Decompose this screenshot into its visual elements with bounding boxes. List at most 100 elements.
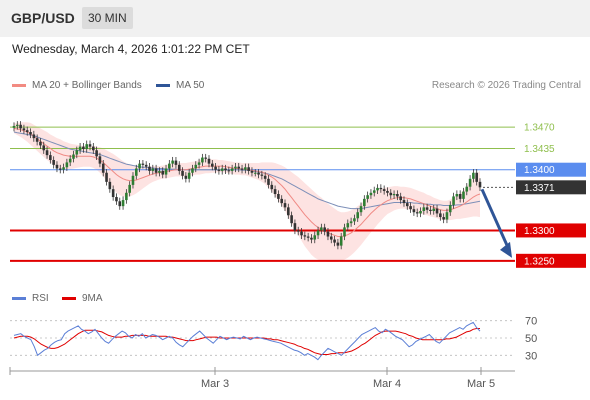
candle-body-5 [29, 132, 32, 135]
x-tick-label-1: Mar 4 [373, 378, 401, 390]
candle-body-113 [386, 190, 389, 193]
candle-body-6 [32, 134, 36, 139]
candle-body-23 [88, 144, 92, 147]
level-label-5: 1.3250 [524, 256, 555, 267]
candle-body-80 [277, 194, 280, 199]
candle-body-139 [472, 172, 475, 179]
candle-body-131 [445, 212, 449, 220]
candle-body-78 [270, 184, 274, 190]
candle-body-106 [363, 198, 366, 207]
level-label-0: 1.3470 [524, 123, 555, 134]
candle-body-59 [207, 158, 211, 164]
legend-ma20-swatch [12, 84, 26, 87]
level-label-bg-4 [516, 223, 586, 238]
candle-body-27 [101, 163, 105, 173]
candle-body-102 [349, 221, 353, 224]
level-label-4: 1.3300 [524, 226, 555, 237]
candle-body-130 [442, 217, 445, 220]
candle-body-19 [75, 150, 79, 155]
bollinger-band [14, 122, 480, 262]
candle-body-88 [303, 235, 307, 237]
candle-body-105 [359, 206, 363, 213]
candle-body-111 [379, 187, 383, 190]
candle-body-76 [263, 175, 267, 179]
rsi-line [13, 321, 481, 361]
legend-9ma: 9MA [62, 293, 103, 304]
candle-body-32 [118, 201, 122, 207]
candle-body-69 [240, 168, 244, 170]
candle-body-79 [273, 189, 277, 194]
candle-body-136 [462, 191, 465, 199]
candle-body-35 [128, 184, 131, 193]
legend-ma20-label: MA 20 + Bollinger Bands [32, 80, 142, 91]
candle-body-96 [329, 236, 333, 240]
level-label-2: 1.3400 [524, 165, 555, 176]
level-label-bg-2 [516, 162, 586, 177]
candle-body-81 [280, 198, 284, 204]
candle-body-57 [201, 157, 204, 163]
legend-rsi: RSI [12, 293, 49, 304]
candle-body-84 [290, 215, 293, 224]
candle-body-85 [293, 223, 297, 231]
candle-body-132 [448, 204, 452, 213]
candle-body-101 [346, 223, 350, 228]
candle-body-8 [39, 141, 42, 146]
legend-ma50-swatch [156, 84, 170, 87]
candle-body-77 [267, 178, 270, 185]
candle-body-24 [92, 146, 95, 151]
rsi-ma9-line [13, 328, 480, 355]
candle-body-43 [154, 168, 158, 173]
candle-body-66 [230, 168, 234, 171]
currency-pair: GBP/USD [11, 10, 75, 26]
candle-body-63 [220, 168, 224, 171]
candle-body-67 [234, 166, 237, 169]
candle-body-21 [82, 146, 85, 150]
candle-body-2 [19, 124, 22, 129]
candle-body-140 [475, 172, 478, 182]
candle-body-52 [184, 175, 188, 179]
candle-body-71 [247, 167, 250, 171]
candle-body-125 [425, 207, 429, 210]
candle-body-3 [22, 128, 26, 131]
candle-body-126 [429, 209, 432, 212]
timeframe-button[interactable]: 30 MIN [82, 7, 133, 29]
candle-body-127 [432, 208, 436, 212]
legend-ma20: MA 20 + Bollinger Bands [12, 80, 142, 91]
candle-body-48 [171, 160, 174, 164]
forecast-arrow-shaft [480, 188, 511, 251]
ma50-line [13, 131, 481, 210]
rsi-tick-1: 50 [525, 333, 537, 345]
candle-body-26 [98, 156, 102, 164]
candle-body-65 [227, 170, 231, 172]
rsi-tick-0: 70 [525, 316, 537, 328]
level-label-3: 1.3371 [524, 183, 555, 194]
chart-datetime: Wednesday, March 4, 2026 1:01:22 PM CET [12, 42, 250, 56]
candle-body-108 [369, 192, 373, 196]
candle-body-86 [296, 230, 300, 232]
candle-body-0 [12, 125, 16, 128]
candle-body-137 [465, 186, 469, 192]
candle-body-10 [45, 150, 49, 156]
candle-body-107 [366, 195, 369, 199]
candle-body-15 [62, 167, 65, 170]
candle-body-114 [389, 192, 393, 196]
candle-body-64 [224, 168, 227, 171]
candle-body-14 [58, 168, 62, 170]
candle-body-120 [409, 206, 412, 210]
candle-body-28 [105, 172, 108, 182]
candle-body-109 [372, 190, 376, 193]
candle-body-4 [25, 130, 29, 133]
candle-body-22 [85, 144, 89, 150]
candle-body-99 [339, 236, 343, 246]
candle-body-134 [455, 194, 459, 197]
candle-body-39 [141, 163, 145, 165]
candle-body-97 [333, 239, 336, 243]
candle-body-70 [244, 167, 247, 170]
candle-body-54 [191, 168, 194, 173]
candle-body-34 [125, 192, 128, 201]
candle-body-90 [310, 237, 313, 240]
candle-body-121 [412, 209, 416, 213]
candle-body-128 [435, 208, 439, 214]
candle-body-12 [52, 159, 55, 165]
